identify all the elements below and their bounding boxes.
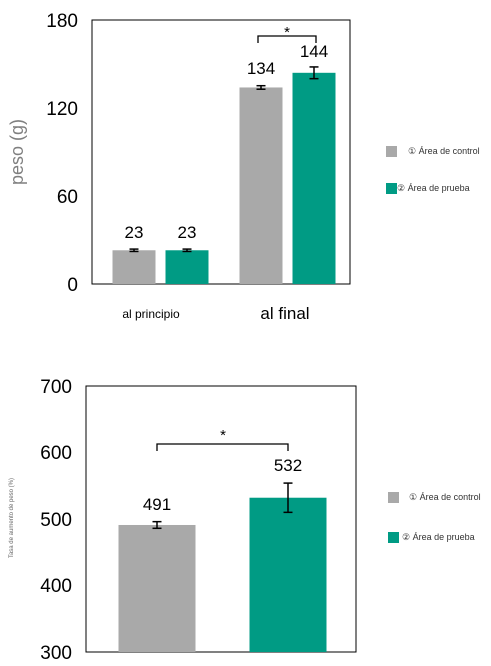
chart2-ytick-600: 600	[40, 443, 72, 464]
chart2-datalabel-control: 491	[143, 495, 171, 514]
chart1-errorbar-test-start	[182, 248, 192, 253]
chart1-datalabel-test-start: 23	[178, 223, 197, 242]
chart2-errorbar-control	[152, 520, 162, 530]
chart2-ytick-700: 700	[40, 377, 72, 398]
chart2-legend-test: ② Área de prueba	[402, 532, 475, 542]
chart1-legend-test: ② Área de prueba	[397, 183, 470, 193]
chart1-legend-swatch-test	[386, 183, 397, 194]
chart1-errorbar-control-start	[129, 248, 139, 253]
chart1-ylabel: peso (g)	[7, 119, 27, 185]
chart1-datalabel-control-start: 23	[125, 223, 144, 242]
chart2-ytick-500: 500	[40, 510, 72, 531]
chart2-legend-swatch-control	[388, 492, 399, 503]
chart1-category-end: al final	[260, 304, 309, 323]
chart2-ytick-400: 400	[40, 576, 72, 597]
chart1-category-start: al principio	[122, 307, 180, 321]
chart2-bar-test	[249, 497, 327, 652]
chart2-bar-control	[118, 524, 196, 652]
chart1-bar-test-end	[292, 72, 336, 284]
chart2-significance-bracket	[156, 443, 289, 451]
chart2-significance-star: *	[220, 427, 226, 444]
chart2-ytick-300: 300	[40, 643, 72, 664]
chart1-ytick-0: 0	[67, 275, 78, 296]
chart1-datalabel-control-end: 134	[247, 59, 275, 78]
chart1-significance-bracket	[257, 35, 317, 43]
chart2-legend-control: ① Área de control	[409, 492, 481, 502]
chart1-ytick-120: 120	[46, 99, 78, 120]
chart1-significance-star: *	[284, 24, 290, 41]
chart1-errorbar-control-end	[256, 84, 266, 90]
chart1-legend-swatch-control	[386, 146, 397, 157]
chart1-bar-control-start	[112, 250, 156, 284]
chart1-datalabel-test-end: 144	[300, 42, 328, 61]
chart1-ytick-60: 60	[57, 187, 78, 208]
chart2-legend-swatch-test	[388, 532, 399, 543]
chart1-ytick-180: 180	[46, 11, 78, 32]
chart1-bar-control-end	[239, 87, 283, 284]
chart1: 0 60 120 180 peso (g) al principio al fi…	[7, 11, 480, 323]
chart2-ylabel: Tasa de aumento de peso (%)	[9, 478, 15, 558]
chart1-errorbar-test-end	[309, 66, 319, 80]
chart2: 300 400 500 600 700 Tasa de aumento de p…	[9, 377, 481, 664]
chart2-plot-frame	[85, 385, 357, 653]
chart1-legend-control: ① Área de control	[408, 146, 480, 156]
chart2-errorbar-test	[283, 482, 293, 514]
chart1-plot-frame	[91, 19, 351, 285]
chart2-datalabel-test: 532	[274, 456, 302, 475]
chart1-bar-test-start	[165, 250, 209, 284]
